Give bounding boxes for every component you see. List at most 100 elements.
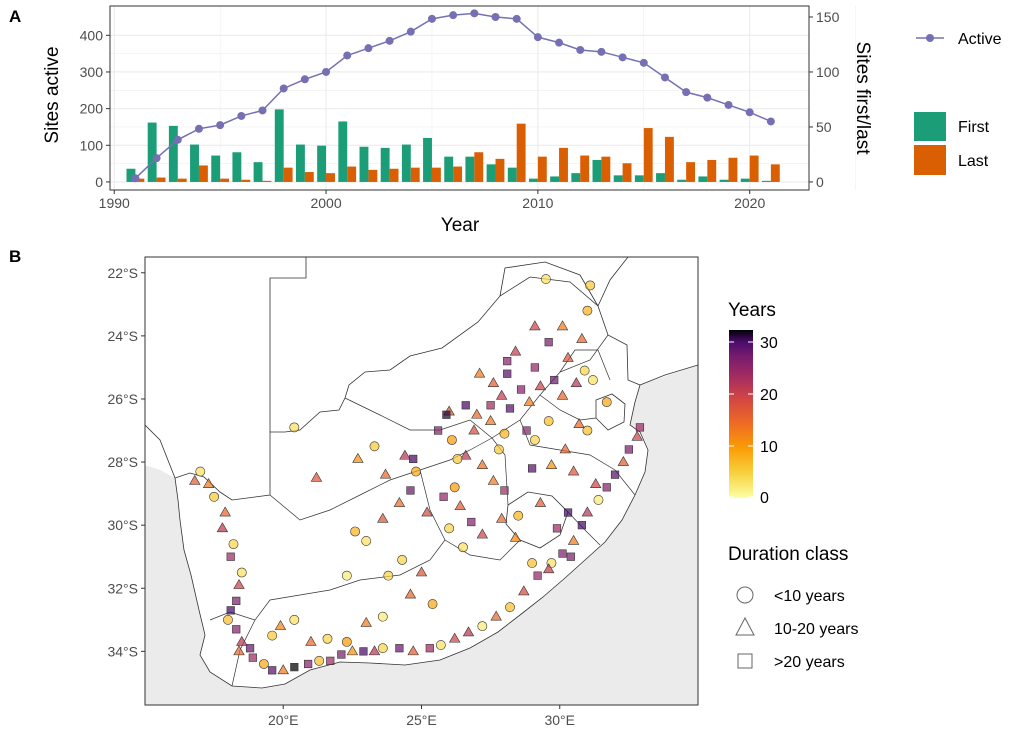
y-tick-label: 400 <box>80 27 104 43</box>
y-right-tick-label: 0 <box>816 174 824 190</box>
site-point-circle <box>513 510 524 521</box>
site-point-square <box>533 571 542 580</box>
site-point-triangle <box>567 465 580 476</box>
y-tick-label: 300 <box>80 64 104 80</box>
map-province-line-6 <box>567 511 601 546</box>
shape-legend-label-under10: <10 years <box>774 588 845 605</box>
active-point <box>724 100 733 109</box>
site-point-circle <box>529 435 540 445</box>
bar-first <box>253 162 263 182</box>
bar-last <box>474 152 484 182</box>
site-point-circle <box>209 491 220 502</box>
active-point <box>533 33 542 42</box>
bar-last <box>728 157 738 182</box>
site-point-triangle <box>415 566 428 577</box>
panel-b-letter: B <box>9 247 21 266</box>
site-point-square <box>516 385 526 394</box>
site-point-triangle <box>529 320 541 331</box>
bar-last <box>389 168 399 182</box>
bar-last <box>559 147 568 182</box>
site-point-triangle <box>352 452 364 463</box>
active-point <box>343 51 352 60</box>
bar-first <box>147 122 157 182</box>
active-point <box>300 75 309 84</box>
lat-tick-label: 34°S <box>107 643 138 659</box>
bar-last <box>156 177 166 182</box>
bar-last <box>347 166 357 182</box>
bar-first <box>168 125 178 182</box>
panel-a-right-axis-title: Sites first/last <box>852 42 873 156</box>
site-point-triangle <box>476 528 489 539</box>
bar-last <box>749 155 759 182</box>
site-point-triangle <box>509 531 522 542</box>
site-point-square <box>442 410 451 419</box>
site-point-triangle <box>393 496 406 507</box>
site-point-circle <box>601 397 612 408</box>
site-point-circle <box>223 614 233 625</box>
site-point-square <box>558 549 567 558</box>
site-point-triangle <box>274 620 287 630</box>
active-point <box>194 124 203 133</box>
lat-tick-label: 28°S <box>107 454 138 470</box>
map-border-coast-north <box>639 364 698 386</box>
bar-last <box>537 156 547 182</box>
legend-active-marker <box>926 34 934 42</box>
site-point-circle <box>477 621 488 632</box>
site-point-circle <box>377 611 388 622</box>
panel-b-tick-labels: 22°S 24°S 26°S 28°S 30°S 32°S 34°S 20°E 25°E 30°E <box>107 265 575 728</box>
bar-first <box>571 173 581 182</box>
bar-first <box>486 164 496 182</box>
site-point-triangle <box>233 645 245 656</box>
bar-first <box>465 156 475 182</box>
legend-active-key <box>916 34 944 42</box>
site-point-circle <box>341 570 352 581</box>
active-point <box>618 53 627 62</box>
shape-legend-label-10-20: 10-20 years <box>774 621 859 638</box>
site-point-triangle <box>556 320 569 331</box>
site-point-circle <box>397 554 408 565</box>
site-point-triangle <box>487 474 500 485</box>
active-point <box>449 11 458 20</box>
bar-last <box>495 158 505 182</box>
bar-first <box>317 145 327 182</box>
panel-b-color-legend: Years 30 20 10 0 <box>728 300 778 507</box>
bar-first <box>444 156 454 182</box>
color-legend-bar <box>729 330 753 498</box>
bar-last <box>686 162 696 182</box>
site-point-circle <box>449 482 460 493</box>
site-point-triangle <box>589 478 602 488</box>
site-point-circle <box>427 599 438 609</box>
active-point <box>279 84 288 93</box>
map-province-line-4 <box>539 394 597 421</box>
site-point-triangle <box>545 459 558 470</box>
site-point-circle <box>447 435 457 445</box>
bar-first <box>401 144 411 182</box>
site-point-triangle <box>581 506 594 517</box>
site-point-triangle <box>399 449 411 460</box>
bar-last <box>241 179 251 182</box>
bar-last <box>283 167 293 182</box>
site-point-triangle <box>495 512 508 523</box>
site-point-circle <box>593 495 604 505</box>
active-point <box>470 9 479 18</box>
bar-last <box>580 155 590 182</box>
bar-first <box>423 137 432 182</box>
site-point-square <box>566 552 575 561</box>
site-point-circle <box>452 454 463 464</box>
legend-first-swatch <box>914 112 946 141</box>
site-point-square <box>503 369 512 378</box>
site-point-circle <box>541 274 551 284</box>
active-point <box>660 73 669 82</box>
site-point-square <box>337 650 346 659</box>
site-point-triangle <box>379 468 392 479</box>
map-province-line-7 <box>419 469 521 561</box>
site-point-circle <box>585 280 596 291</box>
active-point <box>682 88 691 97</box>
panel-a-x-axis-title: Year <box>441 215 480 236</box>
site-point-triangle <box>202 478 215 488</box>
active-point <box>766 117 775 126</box>
site-point-circle <box>195 466 206 477</box>
active-point <box>385 36 394 45</box>
site-point-triangle <box>570 377 583 387</box>
